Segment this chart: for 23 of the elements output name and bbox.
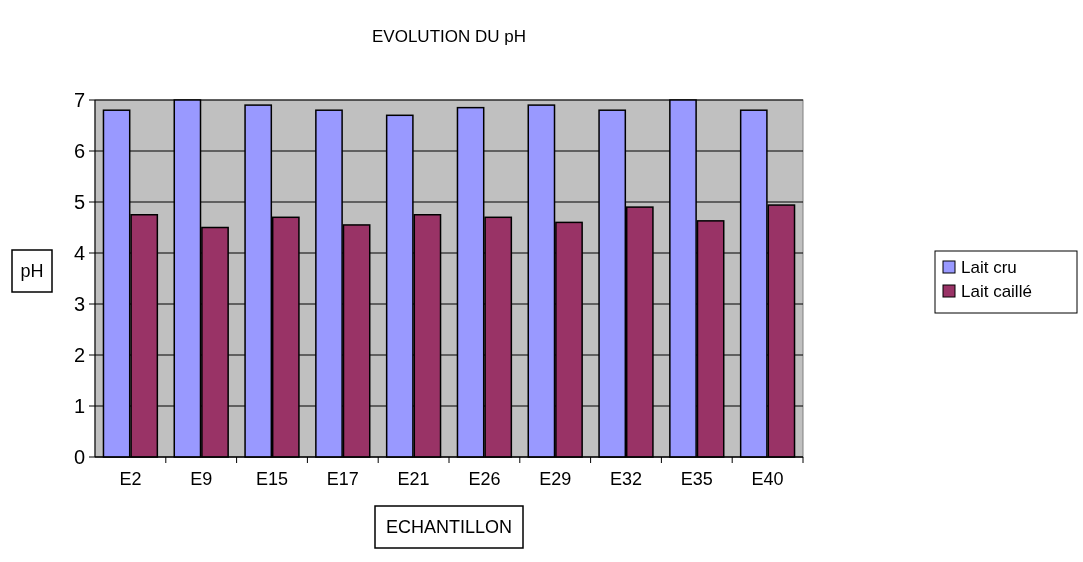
y-tick-label: 2 — [73, 344, 85, 366]
y-tick-label: 3 — [73, 293, 85, 315]
y-tick-label: 4 — [73, 242, 85, 264]
chart-title: EVOLUTION DU pH — [372, 27, 526, 46]
y-tick-label: 7 — [73, 89, 85, 111]
legend-label: Lait caillé — [961, 281, 1032, 301]
y-tick-label: 5 — [73, 191, 85, 213]
x-tick-label: E29 — [539, 469, 572, 489]
x-axis-title: ECHANTILLON — [385, 517, 513, 538]
y-tick-label: 0 — [73, 446, 85, 468]
y-tick-label: 1 — [73, 395, 85, 417]
x-tick-label: E9 — [190, 469, 213, 489]
x-tick-label: E2 — [119, 469, 142, 489]
x-tick-label: E32 — [609, 469, 643, 489]
y-tick-label: 6 — [73, 140, 85, 162]
x-tick-label: E15 — [255, 469, 289, 489]
legend-label: Lait cru — [961, 257, 1017, 277]
x-tick-label: E40 — [751, 469, 784, 489]
x-tick-label: E26 — [468, 469, 501, 489]
x-tick-label: E35 — [680, 469, 713, 489]
x-tick-label: E21 — [397, 469, 430, 489]
y-axis-title: pH — [20, 261, 44, 282]
x-tick-label: E17 — [326, 469, 359, 489]
